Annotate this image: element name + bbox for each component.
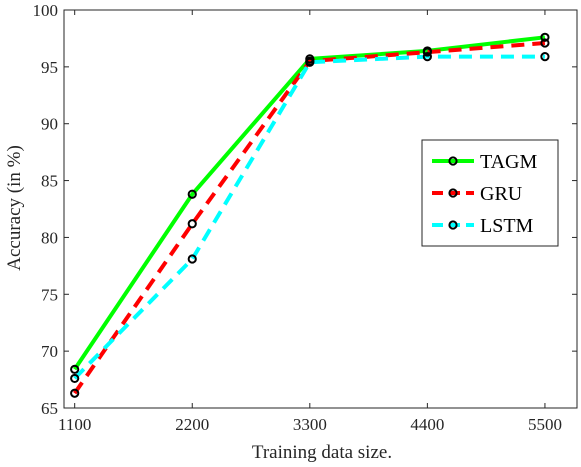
- data-point-gru: [70, 388, 80, 398]
- legend-box: [421, 139, 559, 247]
- y-tick-label: 75: [41, 285, 58, 304]
- data-point-lstm: [540, 52, 550, 62]
- x-tick-label: 4400: [410, 415, 444, 434]
- legend-label-gru: GRU: [480, 183, 523, 205]
- x-tick-label: 5500: [528, 415, 562, 434]
- y-tick-label: 65: [41, 399, 58, 418]
- series-group: [70, 32, 550, 398]
- series-line-gru: [73, 41, 546, 395]
- data-point-lstm: [422, 52, 432, 62]
- data-point-tagm: [187, 189, 197, 199]
- series-line-lstm: [73, 54, 545, 380]
- data-point-lstm: [70, 373, 80, 384]
- legend-marker-tagm: [448, 156, 458, 166]
- y-tick-label: 100: [33, 1, 59, 20]
- y-tick-label: 95: [41, 58, 58, 77]
- data-point-tagm: [70, 364, 80, 374]
- plot-frame: [63, 9, 578, 409]
- data-point-lstm: [305, 57, 315, 67]
- y-tick-label: 70: [41, 342, 58, 361]
- data-point-tagm: [540, 32, 550, 42]
- legend-label-lstm: LSTM: [480, 215, 534, 237]
- y-tick-label: 85: [41, 172, 58, 191]
- data-point-gru: [422, 47, 432, 57]
- data-point-lstm: [187, 254, 197, 264]
- legend-label-tagm: TAGM: [480, 151, 538, 173]
- x-axis-title: Training data size.: [252, 442, 392, 463]
- x-tick-label: 2200: [175, 415, 209, 434]
- data-point-gru: [187, 219, 197, 229]
- y-tick-label: 90: [41, 115, 58, 134]
- axes: 65 70 75 80 85 90 95 100 1100 2200 3300 4400 5500: [33, 1, 578, 434]
- legend-marker-gru: [448, 188, 458, 198]
- x-tick-label: 1100: [58, 415, 91, 434]
- data-point-gru: [540, 38, 550, 48]
- x-tick-label: 3300: [293, 415, 327, 434]
- legend-marker-lstm: [448, 220, 458, 230]
- legend: TAGM GRU LSTM: [421, 139, 559, 247]
- y-tick-label: 80: [41, 228, 58, 247]
- y-axis-title: Accuracy (in %): [4, 145, 25, 271]
